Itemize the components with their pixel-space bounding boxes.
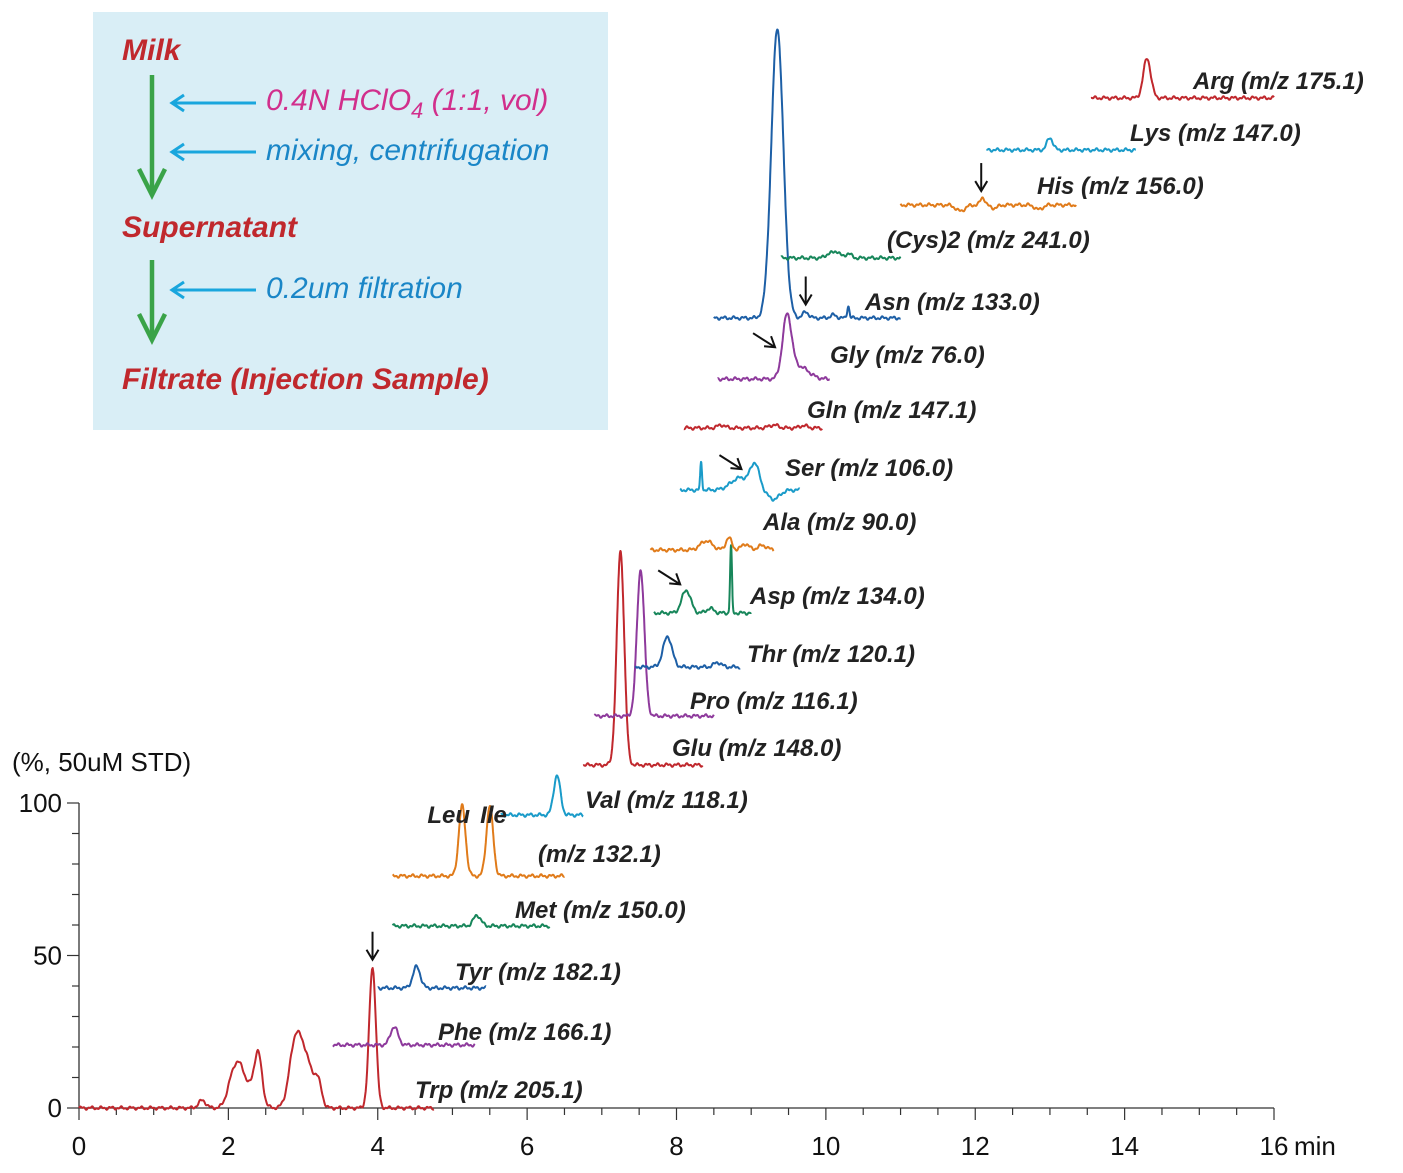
trace-line	[1090, 58, 1275, 101]
trace-label: Trp (m/z 205.1)	[415, 1077, 583, 1104]
peak-label: Leu	[427, 802, 470, 829]
trace-label: Phe (m/z 166.1)	[438, 1019, 611, 1046]
trace-line	[649, 536, 775, 553]
trace-label: Arg (m/z 175.1)	[1192, 68, 1364, 95]
peak-label: Ile	[480, 802, 507, 829]
peak-arrow	[974, 163, 989, 193]
inset-background	[93, 12, 608, 430]
x-tick-label: 8	[669, 1131, 683, 1161]
peak-arrow	[798, 276, 813, 307]
trace-line	[713, 28, 902, 321]
x-tick-label: 16	[1260, 1131, 1289, 1161]
step-supernatant: Supernatant	[122, 211, 299, 244]
x-tick-label: 4	[371, 1131, 385, 1161]
y-tick-label: 50	[33, 941, 62, 971]
trace-line	[653, 544, 752, 616]
trace-line	[391, 914, 551, 929]
peak-arrow	[718, 454, 743, 471]
x-axis-unit: min	[1294, 1131, 1336, 1161]
trace-line	[985, 137, 1137, 153]
peak-arrow	[365, 931, 380, 962]
flow-arrows	[136, 75, 256, 346]
y-tick-label: 100	[19, 788, 62, 818]
step-filtrate: Filtrate (Injection Sample)	[122, 363, 489, 396]
x-tick-label: 0	[72, 1131, 86, 1161]
trace-line	[899, 196, 1077, 213]
x-tick-label: 14	[1110, 1131, 1139, 1161]
trace-label: Lys (m/z 147.0)	[1130, 120, 1301, 147]
trace-line	[593, 569, 715, 719]
trace-label: Gln (m/z 147.1)	[807, 397, 976, 424]
trace-label: Ser (m/z 106.0)	[785, 455, 953, 482]
x-tick-label: 12	[961, 1131, 990, 1161]
peak-arrow	[657, 569, 682, 586]
trace-line	[679, 460, 801, 502]
trace-label: Asn (m/z 133.0)	[864, 289, 1040, 316]
trace-line	[500, 774, 584, 818]
trace-label: Thr (m/z 120.1)	[747, 641, 915, 668]
trace-line	[332, 1026, 476, 1048]
step-filtration: 0.2um filtration	[266, 272, 463, 305]
y-axis-label: (%, 50uM STD)	[12, 747, 191, 777]
trace-line	[391, 803, 566, 879]
trace-line	[716, 312, 831, 382]
trace-line	[78, 967, 435, 1111]
axes: 0 2 4 6 8 10 12 14 16 0 50 100 (%, 50uM STD) min	[12, 747, 1336, 1161]
step-mixing: mixing, centrifugation	[266, 134, 549, 167]
x-tick-label: 2	[221, 1131, 235, 1161]
trace-line	[634, 635, 741, 670]
trace-label: Tyr (m/z 182.1)	[455, 959, 621, 986]
trace-line	[377, 964, 487, 991]
trace-labels: Trp (m/z 205.1) Phe (m/z 166.1) Tyr (m/z 1…	[415, 68, 1364, 1104]
trace-label: (Cys)2 (m/z 241.0)	[887, 227, 1090, 254]
trace-label: His (m/z 156.0)	[1037, 173, 1204, 200]
step-acid: 0.4N HClO4 (1:1, vol)	[266, 84, 548, 123]
trace-line	[582, 550, 704, 768]
trace-label: Gly (m/z 76.0)	[830, 342, 985, 369]
x-tick-label: 6	[520, 1131, 534, 1161]
trace-label: (m/z 132.1)	[538, 841, 661, 868]
trace-label: Val (m/z 118.1)	[585, 787, 748, 814]
x-tick-label: 10	[811, 1131, 840, 1161]
peak-arrow	[752, 332, 777, 349]
step-milk: Milk	[122, 34, 182, 67]
trace-label: Glu (m/z 148.0)	[672, 735, 841, 762]
trace-label: Ala (m/z 90.0)	[762, 509, 916, 536]
traces	[78, 28, 1275, 1111]
trace-label: Asp (m/z 134.0)	[749, 583, 925, 610]
trace-label: Pro (m/z 116.1)	[690, 688, 858, 715]
trace-line	[780, 250, 902, 261]
trace-label: Met (m/z 150.0)	[515, 897, 686, 924]
trace-line	[683, 423, 823, 431]
y-tick-label: 0	[48, 1093, 62, 1123]
sample-prep-flow-box: Milk 0.4N HClO4 (1:1, vol) mixing, centr…	[93, 12, 608, 430]
